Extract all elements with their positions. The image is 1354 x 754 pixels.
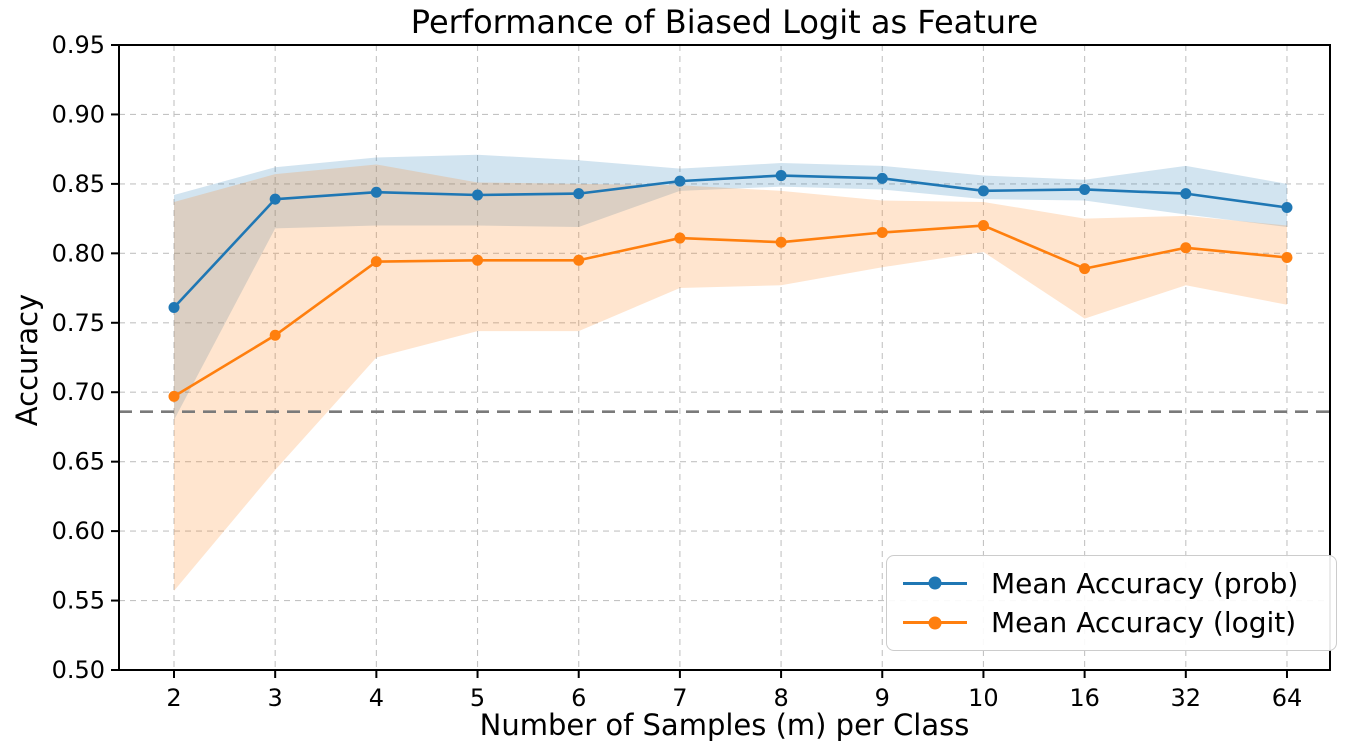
x-tick-label: 10 xyxy=(968,684,999,712)
series-markers-1 xyxy=(168,220,1293,402)
x-tick-label: 64 xyxy=(1272,684,1303,712)
x-tick-label: 9 xyxy=(875,684,890,712)
legend-swatch-logit-icon xyxy=(903,616,967,630)
y-axis-label: Accuracy xyxy=(10,293,44,427)
chart-title: Performance of Biased Logit as Feature xyxy=(410,3,1039,41)
x-tick-label: 5 xyxy=(470,684,485,712)
x-tick-label: 2 xyxy=(166,684,181,712)
y-tick-label: 0.60 xyxy=(52,517,105,545)
confidence-band-0 xyxy=(174,154,1287,420)
x-tick-label: 4 xyxy=(369,684,384,712)
y-tick-label: 0.50 xyxy=(52,656,105,684)
legend-item-logit: Mean Accuracy (logit) xyxy=(903,606,1320,639)
y-tick-label: 0.55 xyxy=(52,587,105,615)
y-tick-label: 0.65 xyxy=(52,448,105,476)
plot-border xyxy=(118,44,1331,671)
x-tick-label: 16 xyxy=(1069,684,1100,712)
legend-label-prob: Mean Accuracy (prob) xyxy=(991,566,1299,600)
legend-item-prob: Mean Accuracy (prob) xyxy=(903,567,1320,600)
x-tick-label: 3 xyxy=(268,684,283,712)
y-tick-label: 0.85 xyxy=(52,170,105,198)
y-tick-label: 0.90 xyxy=(52,100,105,128)
legend: Mean Accuracy (prob) Mean Accuracy (logi… xyxy=(886,555,1337,651)
y-tick-label: 0.80 xyxy=(52,239,105,267)
y-tick-label: 0.75 xyxy=(52,309,105,337)
legend-dot-logit-icon xyxy=(928,616,942,630)
x-axis-label: Number of Samples (m) per Class xyxy=(479,708,970,742)
x-tick-label: 6 xyxy=(571,684,586,712)
confidence-band-1 xyxy=(174,164,1287,591)
series-markers-0 xyxy=(168,170,1293,313)
y-tick-label: 0.70 xyxy=(52,378,105,406)
series-line-0 xyxy=(173,174,1288,309)
legend-swatch-prob-icon xyxy=(903,576,967,590)
y-tick-label: 0.95 xyxy=(52,31,105,59)
x-tick-label: 8 xyxy=(773,684,788,712)
axis-ticks xyxy=(111,44,1288,678)
tick-labels: 0.50 0.55 0.60 0.65 0.70 0.75 0.80 0.85 0.90 0.95… xyxy=(52,31,1303,712)
x-tick-label: 32 xyxy=(1171,684,1202,712)
x-tick-label: 7 xyxy=(672,684,687,712)
legend-dot-prob-icon xyxy=(928,576,942,590)
legend-label-logit: Mean Accuracy (logit) xyxy=(991,606,1297,640)
series-line-1 xyxy=(173,224,1288,398)
